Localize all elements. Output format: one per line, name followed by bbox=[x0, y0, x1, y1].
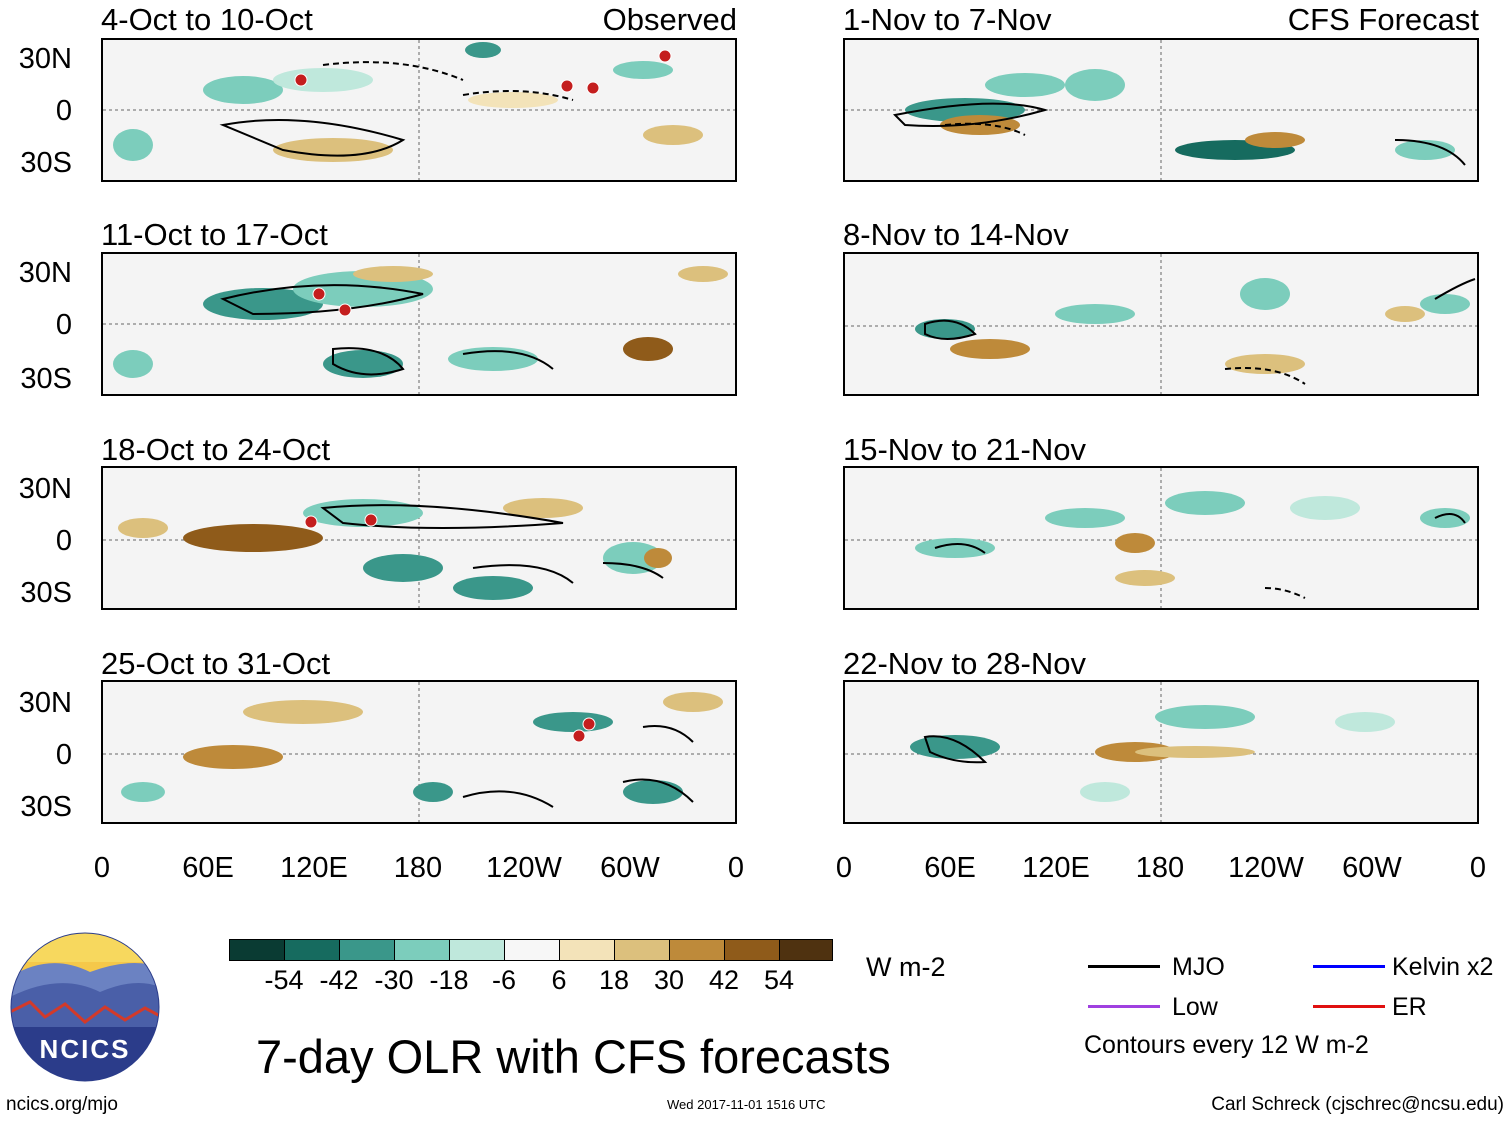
y-label-30n: 30N bbox=[18, 473, 72, 505]
colorbar-swatch bbox=[449, 939, 505, 961]
legend-line-mjo bbox=[1088, 965, 1160, 968]
map-panel-observed-3 bbox=[101, 466, 737, 610]
map-panel-forecast-3 bbox=[843, 466, 1479, 610]
panel-type-forecast: CFS Forecast bbox=[1287, 2, 1479, 37]
colorbar-swatch bbox=[614, 939, 670, 961]
panel-date-left-3: 18-Oct to 24-Oct bbox=[101, 432, 331, 467]
x-label-60e: 60E bbox=[924, 852, 976, 884]
x-label-180: 180 bbox=[1135, 852, 1185, 884]
colorbar-tick: 6 bbox=[551, 965, 567, 995]
colorbar-tick: 30 bbox=[653, 965, 685, 995]
y-label-30n: 30N bbox=[18, 43, 72, 75]
colorbar-tick: -42 bbox=[319, 965, 359, 995]
y-label-30s: 30S bbox=[20, 363, 72, 395]
main-title: 7-day OLR with CFS forecasts bbox=[256, 1030, 891, 1083]
map-panel-forecast-4 bbox=[843, 680, 1479, 824]
colorbar-unit: W m-2 bbox=[866, 952, 946, 982]
x-label-60w: 60W bbox=[600, 852, 660, 884]
panel-date-right-2: 8-Nov to 14-Nov bbox=[843, 217, 1069, 252]
colorbar-swatch bbox=[669, 939, 725, 961]
ncics-logo: NCICS bbox=[10, 932, 160, 1082]
panel-date-left-1: 4-Oct to 10-Oct bbox=[101, 2, 313, 37]
colorbar bbox=[229, 939, 833, 961]
panel-date-left-2: 11-Oct to 17-Oct bbox=[101, 217, 328, 252]
x-label-120e: 120E bbox=[280, 852, 348, 884]
y-label-0: 0 bbox=[55, 95, 72, 127]
legend-label-low: Low bbox=[1172, 993, 1218, 1021]
legend-line-low bbox=[1088, 1005, 1160, 1008]
map-panel-observed-4 bbox=[101, 680, 737, 824]
legend-label-mjo: MJO bbox=[1172, 953, 1225, 981]
x-label-0-end: 0 bbox=[1469, 852, 1487, 884]
x-label-0-end: 0 bbox=[727, 852, 745, 884]
colorbar-tick: 18 bbox=[598, 965, 630, 995]
y-label-30n: 30N bbox=[18, 687, 72, 719]
y-label-30s: 30S bbox=[20, 147, 72, 179]
x-label-60w: 60W bbox=[1342, 852, 1402, 884]
colorbar-swatch bbox=[504, 939, 560, 961]
y-label-30n: 30N bbox=[18, 257, 72, 289]
colorbar-tick: 54 bbox=[763, 965, 795, 995]
colorbar-swatch bbox=[724, 939, 780, 961]
y-label-0: 0 bbox=[55, 309, 72, 341]
colorbar-tick: -54 bbox=[264, 965, 304, 995]
y-label-30s: 30S bbox=[20, 577, 72, 609]
colorbar-tick: -18 bbox=[429, 965, 469, 995]
colorbar-tick: 42 bbox=[708, 965, 740, 995]
colorbar-swatch bbox=[394, 939, 450, 961]
website-link[interactable]: ncics.org/mjo bbox=[6, 1094, 118, 1115]
panel-date-right-3: 15-Nov to 21-Nov bbox=[843, 432, 1086, 467]
panel-type-observed: Observed bbox=[602, 2, 737, 37]
colorbar-swatch bbox=[779, 939, 833, 961]
y-label-0: 0 bbox=[55, 525, 72, 557]
legend-line-er bbox=[1313, 1005, 1385, 1008]
logo-text: NCICS bbox=[39, 1034, 131, 1064]
map-panel-observed-2 bbox=[101, 252, 737, 396]
colorbar-tick: -30 bbox=[374, 965, 414, 995]
x-label-0: 0 bbox=[835, 852, 853, 884]
map-panel-observed-1 bbox=[101, 38, 737, 182]
colorbar-swatch bbox=[559, 939, 615, 961]
colorbar-swatch bbox=[284, 939, 340, 961]
panel-date-left-4: 25-Oct to 31-Oct bbox=[101, 646, 331, 681]
y-label-0: 0 bbox=[55, 739, 72, 771]
x-label-120e: 120E bbox=[1022, 852, 1090, 884]
x-label-0: 0 bbox=[93, 852, 111, 884]
map-panel-forecast-1 bbox=[843, 38, 1479, 182]
panel-date-right-4: 22-Nov to 28-Nov bbox=[843, 646, 1086, 681]
timestamp: Wed 2017-11-01 1516 UTC bbox=[667, 1097, 826, 1112]
colorbar-swatch bbox=[339, 939, 395, 961]
colorbar-tick: -6 bbox=[491, 965, 516, 995]
x-label-120w: 120W bbox=[486, 852, 562, 884]
panel-date-right-1: 1-Nov to 7-Nov bbox=[843, 2, 1052, 37]
legend-line-kelvin bbox=[1313, 965, 1385, 968]
contour-note: Contours every 12 W m-2 bbox=[1084, 1031, 1369, 1059]
map-panel-forecast-2 bbox=[843, 252, 1479, 396]
x-label-60e: 60E bbox=[182, 852, 234, 884]
x-label-120w: 120W bbox=[1228, 852, 1304, 884]
y-label-30s: 30S bbox=[20, 791, 72, 823]
author-credit: Carl Schreck (cjschrec@ncsu.edu) bbox=[1211, 1094, 1504, 1115]
legend-label-er: ER bbox=[1392, 993, 1427, 1021]
colorbar-swatch bbox=[229, 939, 285, 961]
legend-label-kelvin: Kelvin x2 bbox=[1392, 953, 1494, 981]
x-label-180: 180 bbox=[393, 852, 443, 884]
